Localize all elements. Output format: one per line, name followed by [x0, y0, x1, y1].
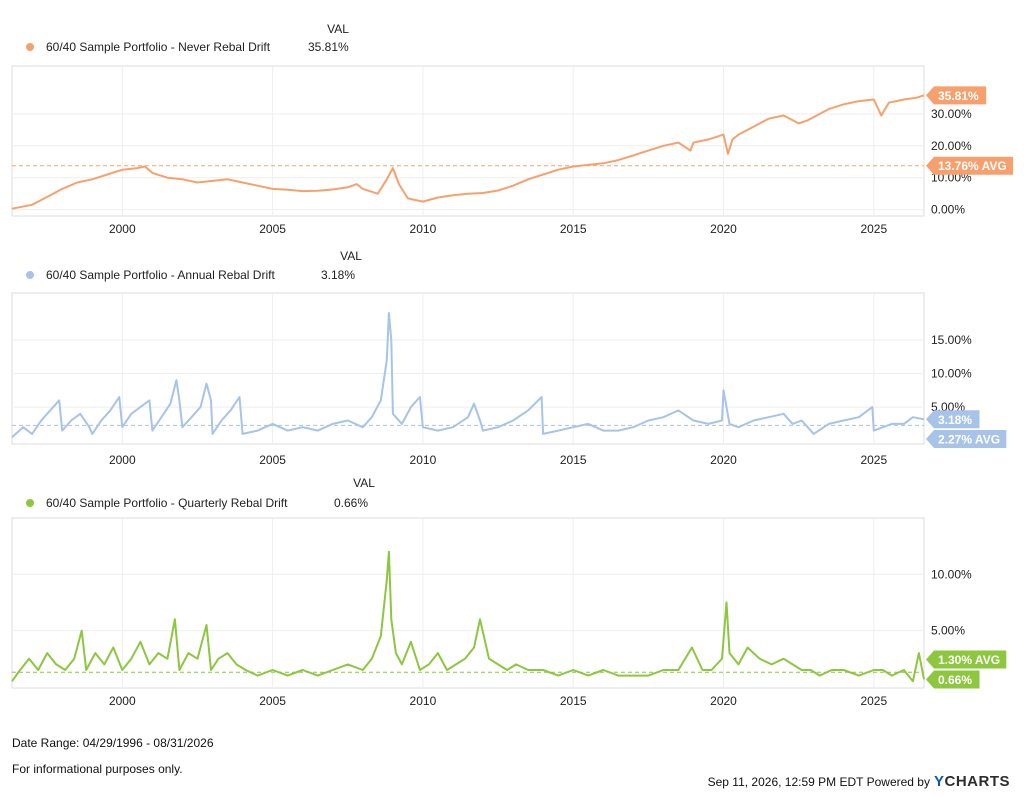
- legend-value-header: VAL: [353, 476, 375, 490]
- legend-value-header: VAL: [340, 249, 362, 263]
- logo-wordmark: CHARTS: [944, 773, 1010, 790]
- last-value-tag: 3.18%: [926, 410, 980, 429]
- y-tick-label: 10.00%: [931, 367, 972, 381]
- last-value-tag-text: 35.81%: [938, 89, 979, 103]
- x-tick-label: 2020: [710, 453, 737, 467]
- x-tick-label: 2000: [109, 222, 136, 236]
- legend-value-header: VAL: [327, 22, 349, 36]
- x-tick-label: 2015: [560, 694, 587, 708]
- last-value-tag: 35.81%: [926, 86, 987, 105]
- x-tick-label: 2015: [560, 453, 587, 467]
- legend-series-value: 3.18%: [321, 268, 355, 282]
- average-value-tag-text: 13.76% AVG: [938, 159, 1007, 173]
- ycharts-logo[interactable]: Y CHARTS: [934, 773, 1010, 790]
- last-value-tag-text: 3.18%: [938, 413, 972, 427]
- chart-panel-1: VAL 60/40 Sample Portfolio - Never Rebal …: [11, 22, 1013, 236]
- series-line: [11, 550, 925, 683]
- average-value-tag-bg: [926, 650, 1007, 669]
- plot-area: [11, 65, 925, 217]
- x-tick-label: 2000: [109, 453, 136, 467]
- x-tick-label: 2010: [410, 453, 437, 467]
- legend-series-name: 60/40 Sample Portfolio - Quarterly Rebal…: [46, 496, 288, 510]
- chart-panel-2: VAL 60/40 Sample Portfolio - Annual Rebal…: [11, 249, 1007, 467]
- y-tick-label: 15.00%: [931, 333, 972, 347]
- y-tick-label: 5.00%: [931, 624, 965, 638]
- y-tick-label: 20.00%: [931, 139, 972, 153]
- average-value-tag: 1.30% AVG: [926, 650, 1007, 669]
- series-line: [11, 94, 925, 210]
- chart-canvas: VAL 60/40 Sample Portfolio - Never Rebal …: [11, 22, 1013, 708]
- average-value-tag-text: 1.30% AVG: [938, 653, 1000, 667]
- plot-area: [11, 292, 925, 445]
- disclaimer-text: For informational purposes only.: [12, 762, 183, 776]
- legend-marker: [26, 271, 34, 279]
- y-tick-label: 30.00%: [931, 107, 972, 121]
- x-tick-label: 2025: [860, 694, 887, 708]
- plot-area: [11, 517, 925, 689]
- average-value-tag: 2.27% AVG: [926, 430, 1007, 448]
- x-tick-label: 2010: [410, 222, 437, 236]
- x-tick-label: 2015: [560, 222, 587, 236]
- logo-y-mark: Y: [933, 773, 945, 790]
- legend-series-value: 35.81%: [308, 40, 349, 54]
- last-value-tag: 0.66%: [926, 670, 980, 689]
- last-value-tag-bg: [926, 410, 980, 429]
- date-range-text: Date Range: 04/29/1996 - 08/31/2026: [12, 736, 214, 750]
- x-tick-label: 2025: [860, 453, 887, 467]
- legend-series-value: 0.66%: [334, 496, 368, 510]
- x-tick-label: 2005: [259, 694, 286, 708]
- average-value-tag-bg: [926, 156, 1013, 175]
- x-tick-label: 2020: [710, 222, 737, 236]
- chart-panel-3: VAL 60/40 Sample Portfolio - Quarterly Re…: [11, 476, 1007, 708]
- legend-marker: [26, 499, 34, 507]
- average-value-tag-text: 2.27% AVG: [938, 433, 1000, 447]
- x-tick-label: 2010: [410, 694, 437, 708]
- x-tick-label: 2000: [109, 694, 136, 708]
- timestamp-text: Sep 11, 2026, 12:59 PM EDT Powered by: [707, 774, 930, 789]
- legend-series-name: 60/40 Sample Portfolio - Never Rebal Dri…: [46, 40, 271, 54]
- last-value-tag-bg: [926, 670, 980, 689]
- y-tick-label: 0.00%: [931, 203, 965, 217]
- x-tick-label: 2005: [259, 453, 286, 467]
- last-value-tag-text: 0.66%: [938, 673, 972, 687]
- legend-series-name: 60/40 Sample Portfolio - Annual Rebal Dr…: [46, 268, 275, 282]
- series-line: [11, 312, 925, 439]
- y-tick-label: 10.00%: [931, 567, 972, 581]
- x-tick-label: 2020: [710, 694, 737, 708]
- legend-marker: [26, 43, 34, 51]
- average-value-tag-bg: [926, 430, 1007, 448]
- x-tick-label: 2005: [259, 222, 286, 236]
- x-tick-label: 2025: [860, 222, 887, 236]
- last-value-tag-bg: [926, 86, 987, 105]
- average-value-tag: 13.76% AVG: [926, 156, 1013, 175]
